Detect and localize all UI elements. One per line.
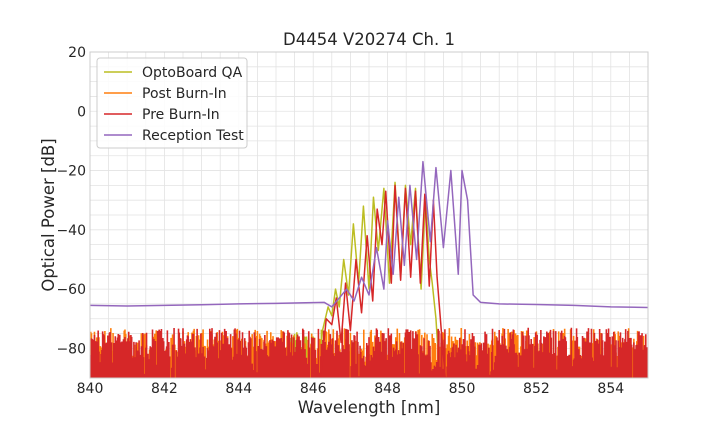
legend-label: Reception Test	[142, 128, 244, 144]
legend-label: Post Burn-In	[142, 86, 227, 102]
y-tick-labels: 20 0 −20 −40 −60 −80	[56, 45, 86, 357]
x-tick-label: 854	[597, 381, 624, 397]
series-line	[319, 184, 447, 378]
x-tick-label: 850	[449, 381, 476, 397]
series-2	[90, 184, 648, 378]
y-tick-label: −60	[56, 282, 86, 298]
legend-label: OptoBoard QA	[142, 65, 243, 81]
chart-title: D4454 V20274 Ch. 1	[283, 30, 455, 49]
x-tick-label: 846	[300, 381, 327, 397]
legend-label: Pre Burn-In	[142, 107, 220, 123]
x-axis-label: Wavelength [nm]	[298, 398, 441, 417]
x-tick-labels: 840 842 844 846 848 850 852 854	[77, 381, 625, 397]
series-layer	[90, 160, 648, 378]
x-tick-label: 840	[77, 381, 104, 397]
series-noise	[90, 327, 648, 378]
y-tick-label: −80	[56, 341, 86, 357]
legend: OptoBoard QA Post Burn-In Pre Burn-In Recep…	[96, 57, 248, 149]
x-tick-label: 848	[374, 381, 401, 397]
y-tick-label: 0	[77, 104, 86, 120]
legend-box	[96, 57, 248, 149]
y-tick-label: 20	[68, 45, 86, 61]
x-tick-label: 842	[151, 381, 178, 397]
series-group	[90, 160, 648, 378]
x-tick-label: 844	[225, 381, 252, 397]
series-line	[90, 160, 648, 309]
y-tick-label: −20	[56, 164, 86, 180]
y-axis-label: Optical Power [dB]	[39, 138, 58, 291]
series-3	[90, 160, 648, 309]
x-tick-label: 852	[523, 381, 550, 397]
series-line	[316, 181, 441, 378]
plot-frame	[89, 51, 649, 379]
y-tick-label: −40	[56, 223, 86, 239]
